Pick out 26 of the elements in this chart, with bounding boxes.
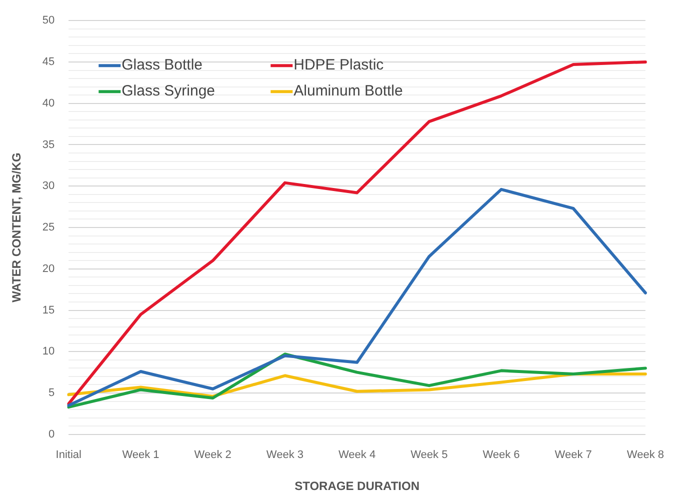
x-tick-label: Week 5 (410, 449, 448, 462)
y-tick-label: 15 (42, 304, 55, 316)
y-tick-label: 35 (42, 138, 55, 151)
legend-label: Glass Syringe (122, 82, 216, 100)
x-tick-label: Week 7 (554, 449, 592, 462)
y-tick-label: 30 (42, 180, 55, 192)
x-axis-title: STORAGE DURATION (294, 479, 420, 494)
y-axis-title: WATER CONTENT, MG/KG (10, 152, 24, 302)
x-tick-label: Week 8 (626, 449, 664, 462)
x-tick-label: Week 6 (482, 449, 520, 462)
x-tick-label: Week 3 (266, 449, 304, 462)
y-tick-label: 25 (42, 222, 55, 234)
y-tick-label: 50 (42, 14, 55, 27)
legend-label: HDPE Plastic (294, 56, 384, 74)
y-tick-label: 10 (42, 346, 55, 358)
y-tick-label: 5 (48, 387, 55, 400)
y-tick-label: 20 (42, 262, 55, 275)
legend-label: Aluminum Bottle (294, 82, 403, 100)
y-tick-label: 40 (42, 97, 55, 110)
x-tick-label: Week 2 (194, 449, 232, 462)
y-tick-label: 45 (42, 56, 55, 68)
x-tick-label: Initial (56, 449, 82, 462)
legend-label: Glass Bottle (122, 56, 203, 74)
y-tick-label: 0 (48, 428, 55, 440)
x-tick-label: Week 4 (338, 449, 376, 462)
x-tick-label: Week 1 (122, 449, 160, 462)
